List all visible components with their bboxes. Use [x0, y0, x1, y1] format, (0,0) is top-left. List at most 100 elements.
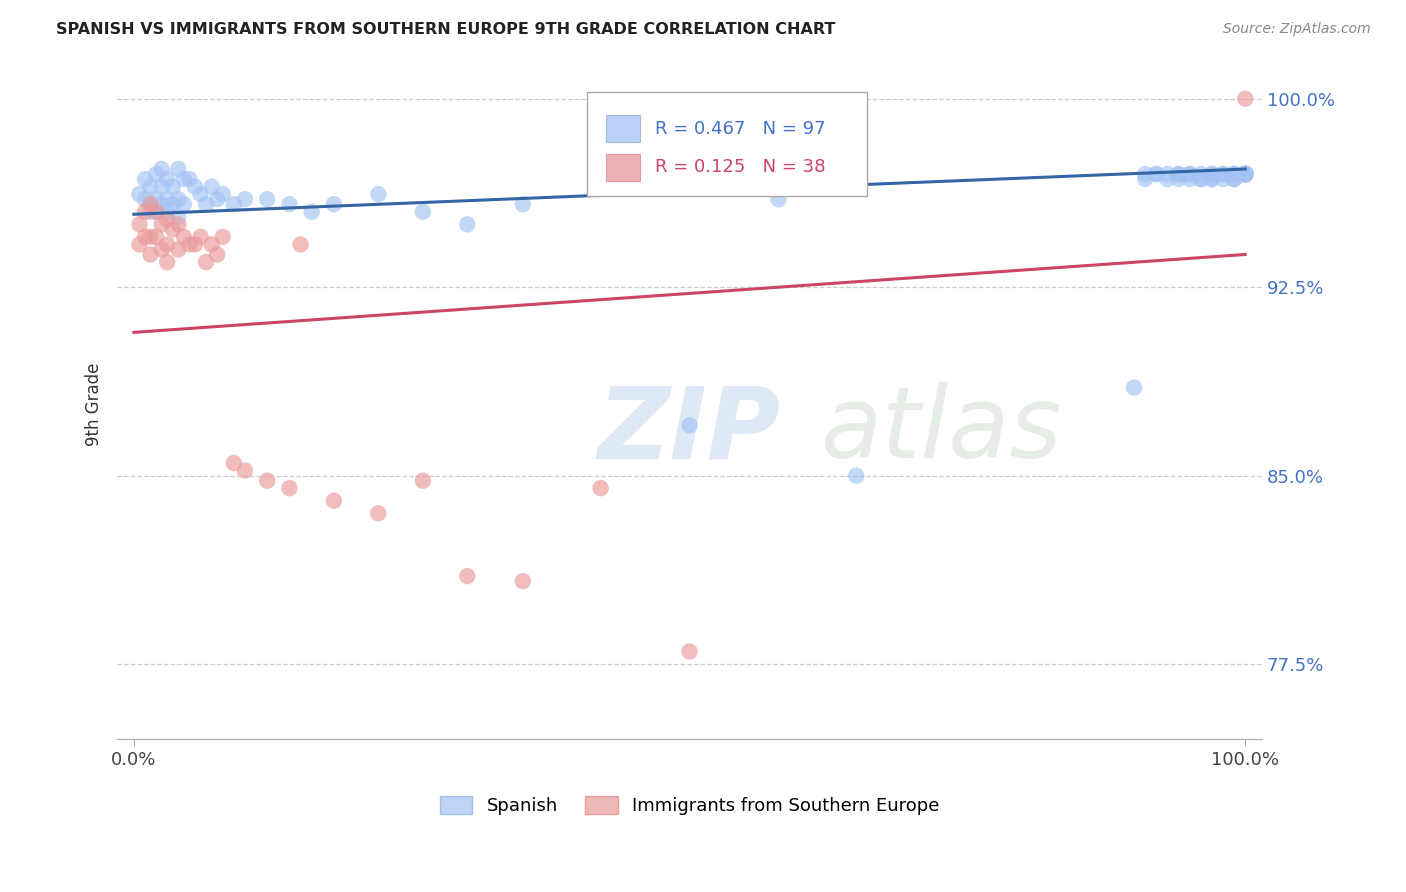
Point [205, 192, 228, 206]
Text: Source: ZipAtlas.com: Source: ZipAtlas.com [1223, 22, 1371, 37]
Point [145, 192, 167, 206]
Point [150, 161, 173, 176]
Point [167, 217, 190, 231]
Point [1167, 172, 1189, 186]
Point [134, 172, 156, 186]
FancyBboxPatch shape [606, 115, 640, 143]
Text: SPANISH VS IMMIGRANTS FROM SOUTHERN EUROPE 9TH GRADE CORRELATION CHART: SPANISH VS IMMIGRANTS FROM SOUTHERN EURO… [56, 22, 835, 37]
Point [845, 468, 868, 483]
Point [222, 456, 245, 470]
Point [1234, 167, 1257, 181]
Text: atlas: atlas [821, 383, 1063, 479]
Point [167, 210, 190, 224]
Point [678, 644, 700, 658]
Point [128, 237, 150, 252]
Point [201, 179, 224, 194]
Point [156, 172, 179, 186]
Point [1144, 167, 1167, 181]
Point [367, 506, 389, 520]
Point [173, 172, 195, 186]
Point [1234, 167, 1257, 181]
Point [512, 197, 534, 211]
Point [233, 192, 256, 206]
Point [1234, 167, 1257, 181]
Point [1234, 167, 1257, 181]
Point [1223, 172, 1246, 186]
Point [768, 192, 790, 206]
Point [1234, 167, 1257, 181]
Point [1234, 167, 1257, 181]
Point [156, 192, 179, 206]
Point [678, 418, 700, 433]
Point [1234, 167, 1257, 181]
Point [1201, 167, 1223, 181]
Point [1234, 167, 1257, 181]
FancyBboxPatch shape [606, 153, 640, 180]
Point [150, 217, 173, 231]
Point [156, 237, 179, 252]
Point [589, 481, 612, 495]
Point [1223, 167, 1246, 181]
Point [233, 464, 256, 478]
Point [1156, 167, 1178, 181]
Point [1234, 167, 1257, 181]
Point [322, 197, 344, 211]
Point [211, 230, 233, 244]
Point [1201, 172, 1223, 186]
Point [1167, 167, 1189, 181]
Point [139, 247, 162, 261]
Point [1234, 167, 1257, 181]
Point [1178, 167, 1201, 181]
Point [167, 243, 190, 257]
Legend: Spanish, Immigrants from Southern Europe: Spanish, Immigrants from Southern Europe [433, 789, 946, 822]
Point [128, 217, 150, 231]
Point [1189, 172, 1212, 186]
Point [150, 179, 173, 194]
Point [456, 217, 478, 231]
Point [145, 230, 167, 244]
Point [179, 237, 201, 252]
Point [162, 222, 184, 236]
Point [195, 197, 218, 211]
Point [278, 197, 301, 211]
Point [367, 187, 389, 202]
Point [1234, 167, 1257, 181]
Point [173, 230, 195, 244]
Point [134, 192, 156, 206]
Point [150, 197, 173, 211]
Point [290, 237, 312, 252]
Point [134, 230, 156, 244]
Point [1156, 172, 1178, 186]
Point [145, 204, 167, 219]
Point [1234, 167, 1257, 181]
Point [139, 230, 162, 244]
Point [156, 212, 179, 227]
Text: R = 0.125   N = 38: R = 0.125 N = 38 [655, 158, 825, 176]
Point [195, 255, 218, 269]
Point [150, 243, 173, 257]
Point [156, 204, 179, 219]
Point [167, 192, 190, 206]
Point [184, 179, 207, 194]
Point [256, 474, 278, 488]
Point [179, 172, 201, 186]
Point [1234, 167, 1257, 181]
Point [1135, 167, 1157, 181]
Point [1234, 167, 1257, 181]
Point [162, 197, 184, 211]
Point [1167, 167, 1189, 181]
Point [1201, 172, 1223, 186]
Point [256, 192, 278, 206]
Point [1123, 381, 1146, 395]
Point [190, 187, 212, 202]
Point [1234, 167, 1257, 181]
Point [1234, 167, 1257, 181]
Point [145, 167, 167, 181]
Point [1234, 167, 1257, 181]
Point [412, 474, 434, 488]
Point [1234, 167, 1257, 181]
Point [1135, 172, 1157, 186]
Point [134, 204, 156, 219]
Point [1189, 172, 1212, 186]
Point [184, 237, 207, 252]
